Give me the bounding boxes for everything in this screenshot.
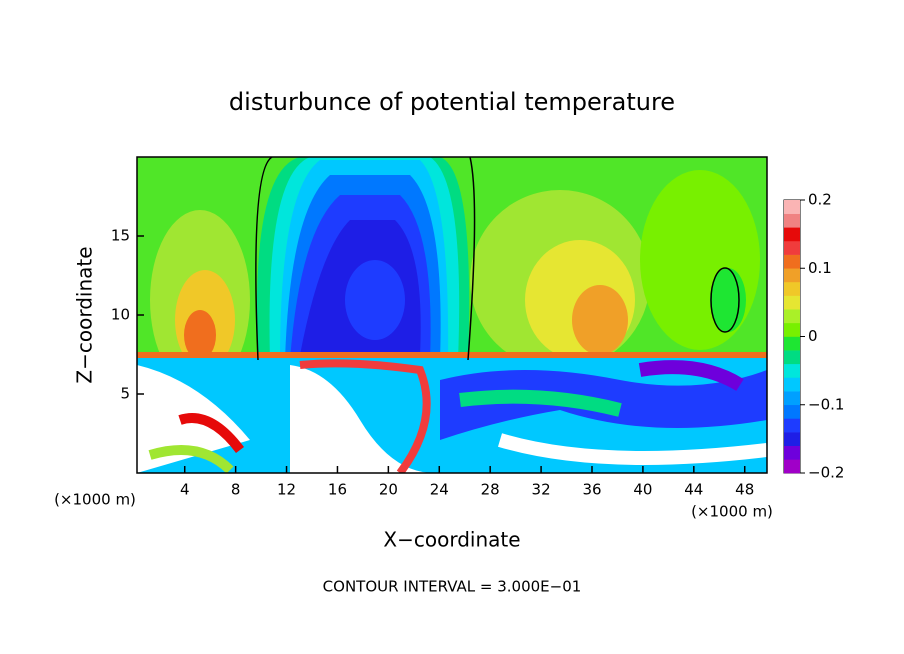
y-tick-label: 15	[111, 227, 130, 245]
colorbar-swatch	[784, 459, 800, 474]
x-unit-label: (×1000 m)	[691, 503, 773, 521]
colorbar-swatch	[784, 391, 800, 406]
x-tick-label: 4	[180, 481, 190, 499]
x-tick-label: 12	[277, 481, 296, 499]
colorbar-tick-label: 0.2	[808, 191, 832, 209]
colorbar-swatch	[784, 377, 800, 392]
colorbar-tick-label: 0	[808, 327, 818, 345]
y-tick-label: 5	[120, 385, 130, 403]
x-tick-label: 24	[430, 481, 449, 499]
x-tick-label: 20	[379, 481, 398, 499]
colorbar-swatch	[784, 200, 800, 214]
x-tick-label: 16	[328, 481, 347, 499]
colorbar-swatch	[784, 295, 800, 310]
colorbar-swatch	[784, 432, 800, 446]
x-tick-label: 28	[481, 481, 500, 499]
x-tick-label: 48	[735, 481, 754, 499]
x-tick-label: 32	[532, 481, 551, 499]
y-axis-title: Z−coordinate	[73, 246, 97, 383]
x-tick-label: 40	[633, 481, 652, 499]
colorbar-swatch	[784, 404, 800, 419]
colorbar-swatch	[784, 254, 800, 269]
x-axis-title: X−coordinate	[383, 528, 520, 552]
x-unit-label: (×1000 m)	[54, 491, 136, 509]
colorbar-swatch	[784, 268, 800, 283]
colorbar-tick-label: 0.1	[808, 259, 832, 277]
colorbar-swatch	[784, 309, 800, 324]
colorbar-swatch	[784, 418, 800, 433]
colorbar-tick-label: −0.1	[808, 395, 844, 413]
y-tick-label: 10	[111, 306, 130, 324]
colorbar-swatch	[784, 336, 800, 351]
colorbar-swatch	[784, 281, 800, 296]
colorbar-swatch	[784, 445, 800, 460]
colorbar-swatch	[784, 213, 800, 228]
x-tick-label: 8	[231, 481, 241, 499]
chart-title: disturbunce of potential temperature	[229, 88, 675, 116]
colorbar-swatch	[784, 322, 800, 337]
x-tick-label: 36	[582, 481, 601, 499]
contour-field	[137, 157, 767, 473]
colorbar-swatch	[784, 350, 800, 365]
colorbar-swatch	[784, 227, 800, 242]
colorbar-swatch	[784, 363, 800, 378]
colorbar-swatch	[784, 240, 800, 255]
footnote: CONTOUR INTERVAL = 3.000E−01	[323, 578, 582, 596]
x-tick-label: 44	[684, 481, 703, 499]
colorbar-tick-label: −0.2	[808, 464, 844, 482]
